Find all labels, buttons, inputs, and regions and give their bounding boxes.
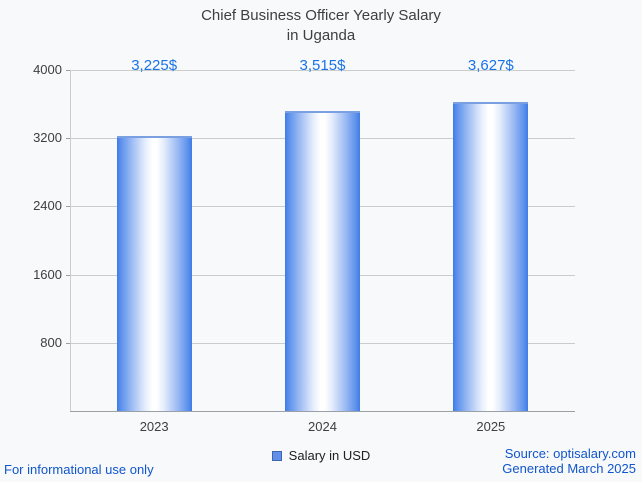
x-tick-label: 2025: [476, 419, 506, 434]
y-tick-label: 2400: [33, 198, 62, 214]
disclaimer-text: For informational use only: [4, 462, 154, 477]
x-tick-label: 2024: [308, 419, 337, 434]
y-axis-tick: [66, 70, 70, 71]
source-link[interactable]: Source: optisalary.com: [504, 445, 636, 461]
y-tick-label: 800: [40, 334, 62, 350]
legend-swatch: [271, 450, 282, 461]
y-tick-label: 3200: [33, 130, 62, 146]
bar-value-label: 3,627$: [467, 57, 514, 74]
bar[interactable]: [453, 101, 529, 411]
bar[interactable]: [116, 136, 192, 411]
bar-value-label: 3,225$: [131, 57, 178, 74]
chart-title: Chief Business Officer Yearly Salary in …: [0, 6, 642, 45]
y-axis-tick: [66, 206, 70, 208]
y-axis-tick: [66, 138, 70, 140]
gridline: [70, 70, 575, 71]
x-axis-line: [70, 411, 575, 412]
generated-date: Generated March 2025: [502, 461, 636, 477]
bar-value-label: 3,515$: [299, 57, 346, 74]
y-axis-line: [70, 70, 71, 411]
x-tick-label: 2023: [139, 419, 169, 434]
source-block: Source: optisalary.com Generated March 2…: [502, 446, 636, 477]
legend-label: Salary in USD: [288, 448, 371, 463]
y-tick-label: 4000: [33, 62, 62, 77]
y-tick-label: 1600: [33, 266, 62, 282]
y-axis-tick: [66, 342, 70, 344]
bar[interactable]: [285, 111, 360, 411]
y-axis-tick: [66, 274, 70, 276]
legend: Salary in USD: [0, 448, 642, 463]
chart-title-line1: Chief Business Officer Yearly Salary: [201, 7, 441, 24]
chart-title-line2: in Uganda: [286, 26, 356, 44]
